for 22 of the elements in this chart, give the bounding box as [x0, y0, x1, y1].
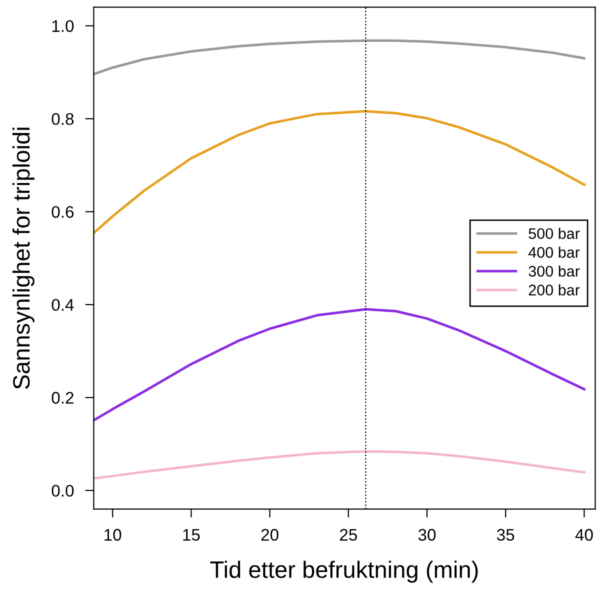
- x-tick-label: 10: [104, 528, 122, 541]
- y-tick-label: 0.6: [52, 206, 74, 218]
- legend-label: 400 bar: [528, 246, 580, 258]
- legend-label: 200 bar: [528, 284, 580, 296]
- x-tick-label: 15: [183, 529, 200, 541]
- y-tick-label: 0.8: [52, 113, 74, 125]
- legend-label: 300 bar: [528, 265, 580, 277]
- y-tick-label: 0.2: [52, 392, 74, 404]
- x-tick-label: 20: [261, 528, 278, 541]
- legend-label: 500 bar: [528, 228, 580, 240]
- x-tick-label: 35: [496, 528, 514, 541]
- x-tick-label: 40: [575, 528, 593, 541]
- line-series: [94, 450, 586, 480]
- x-tick-label: 25: [340, 528, 357, 541]
- line-series: [94, 308, 586, 422]
- x-tick-label: 30: [418, 528, 436, 541]
- y-tick-label: 1.0: [52, 20, 74, 32]
- y-tick-label: 0.4: [52, 298, 74, 311]
- line-series: [94, 39, 586, 76]
- y-tick-label: 0.0: [52, 484, 74, 497]
- x-axis-title: Tid etter befruktning (min): [210, 560, 478, 583]
- y-axis-title: Sannsynlighet for triploidi: [12, 128, 34, 389]
